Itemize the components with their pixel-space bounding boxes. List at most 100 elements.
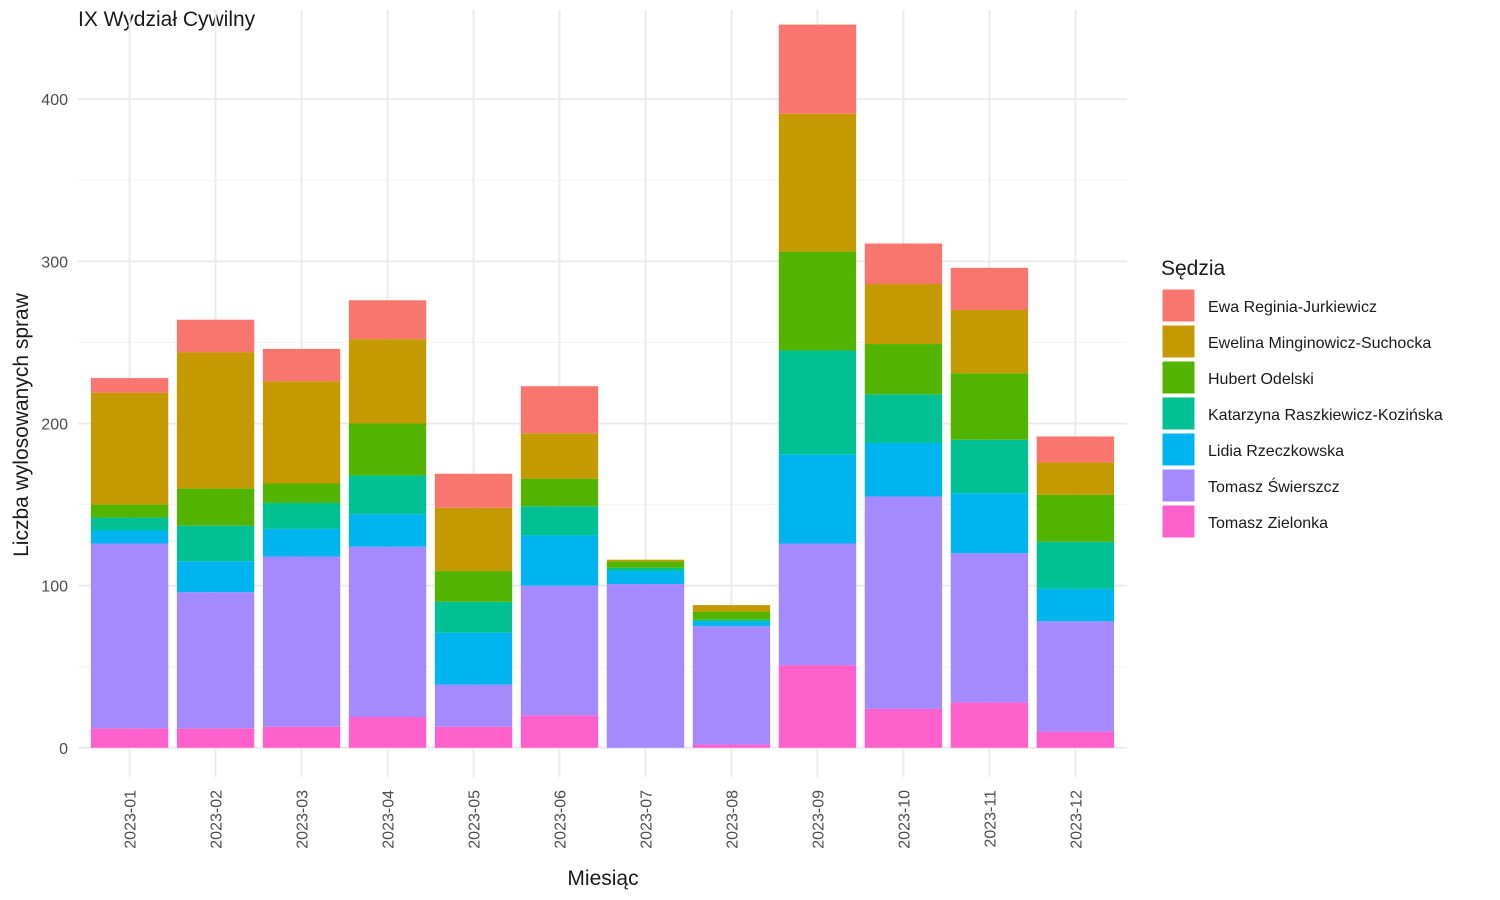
bar-segment-ewelina-minginowicz-suchocka-2023-09 (778, 113, 857, 252)
bar-segment-tomasz-swierszcz-2023-06 (520, 585, 599, 716)
bar-segment-katarzyna-raszkiewicz-kozinska-2023-11 (950, 439, 1029, 494)
bar-segment-hubert-odelski-2023-03 (262, 483, 341, 503)
bar-segment-hubert-odelski-2023-09 (778, 251, 857, 351)
bar-segment-tomasz-swierszcz-2023-05 (434, 684, 513, 727)
bar-segment-ewelina-minginowicz-suchocka-2023-08 (692, 605, 771, 612)
bar-segment-katarzyna-raszkiewicz-kozinska-2023-10 (864, 394, 943, 443)
bar-segment-tomasz-zielonka-2023-11 (950, 702, 1029, 748)
bar-segment-tomasz-zielonka-2023-01 (90, 728, 169, 748)
bar-segment-tomasz-swierszcz-2023-08 (692, 626, 771, 745)
bar-segment-tomasz-zielonka-2023-08 (692, 744, 771, 748)
bar-segment-hubert-odelski-2023-01 (90, 504, 169, 518)
bar-segment-hubert-odelski-2023-08 (692, 611, 771, 620)
bar-segment-katarzyna-raszkiewicz-kozinska-2023-12 (1036, 541, 1115, 589)
bar-segment-lidia-rzeczkowska-2023-03 (262, 528, 341, 557)
bar-segment-katarzyna-raszkiewicz-kozinska-2023-04 (348, 475, 427, 515)
x-tick-label: 2023-05 (467, 790, 484, 849)
x-tick-label: 2023-04 (381, 790, 398, 849)
bar-segment-hubert-odelski-2023-10 (864, 344, 943, 395)
bar-segment-tomasz-zielonka-2023-10 (864, 708, 943, 748)
bar-segment-katarzyna-raszkiewicz-kozinska-2023-05 (434, 601, 513, 633)
bar-segment-lidia-rzeczkowska-2023-10 (864, 442, 943, 497)
y-tick-label: 100 (41, 579, 68, 596)
bar-segment-ewa-reginia-jurkiewicz-2023-11 (950, 267, 1029, 310)
x-tick-label: 2023-06 (553, 790, 570, 849)
legend-label: Tomasz Świerszcz (1208, 477, 1340, 496)
bar-segment-hubert-odelski-2023-11 (950, 373, 1029, 440)
bar-segment-ewelina-minginowicz-suchocka-2023-01 (90, 392, 169, 505)
bar-segment-lidia-rzeczkowska-2023-05 (434, 632, 513, 685)
y-axis-title: Liczba wylosowanych spraw (10, 292, 33, 557)
bar-segment-hubert-odelski-2023-06 (520, 478, 599, 507)
y-axis-ticks: 0 100 200 300 400 (41, 92, 68, 758)
legend-swatch (1161, 432, 1196, 467)
bar-segment-tomasz-zielonka-2023-09 (778, 665, 857, 748)
legend-swatch (1161, 360, 1196, 395)
bar-segment-lidia-rzeczkowska-2023-08 (692, 621, 771, 627)
bar-segment-ewa-reginia-jurkiewicz-2023-04 (348, 300, 427, 340)
bar-segment-tomasz-zielonka-2023-05 (434, 726, 513, 748)
bar-segment-lidia-rzeczkowska-2023-11 (950, 493, 1029, 554)
bar-segment-tomasz-swierszcz-2023-02 (176, 592, 255, 729)
bar-segment-tomasz-swierszcz-2023-11 (950, 553, 1029, 703)
bar-segment-tomasz-zielonka-2023-02 (176, 728, 255, 748)
chart-title: IX Wydział Cywilny (78, 8, 256, 31)
x-tick-label: 2023-08 (724, 790, 741, 849)
y-tick-label: 0 (59, 741, 68, 758)
bar-segment-ewelina-minginowicz-suchocka-2023-02 (176, 352, 255, 489)
bar-segment-lidia-rzeczkowska-2023-12 (1036, 588, 1115, 622)
legend-label: Tomasz Zielonka (1208, 515, 1328, 532)
bar-segment-ewelina-minginowicz-suchocka-2023-06 (520, 433, 599, 479)
x-tick-label: 2023-01 (123, 790, 140, 849)
bar-segment-tomasz-swierszcz-2023-09 (778, 543, 857, 666)
bar-segment-hubert-odelski-2023-04 (348, 423, 427, 476)
bars (90, 24, 1115, 748)
legend-swatch (1161, 504, 1196, 539)
y-tick-label: 400 (41, 92, 68, 109)
bar-segment-ewelina-minginowicz-suchocka-2023-04 (348, 339, 427, 424)
bar-segment-katarzyna-raszkiewicz-kozinska-2023-08 (692, 619, 771, 622)
bar-segment-tomasz-swierszcz-2023-01 (90, 543, 169, 729)
legend-label: Ewa Reginia-Jurkiewicz (1208, 299, 1377, 316)
legend-swatch (1161, 324, 1196, 359)
bar-segment-katarzyna-raszkiewicz-kozinska-2023-02 (176, 525, 255, 562)
legend-items: Ewa Reginia-Jurkiewicz Ewelina Minginowic… (1161, 288, 1443, 539)
bar-segment-ewelina-minginowicz-suchocka-2023-12 (1036, 462, 1115, 495)
bar-segment-tomasz-swierszcz-2023-07 (606, 584, 685, 748)
bar-segment-ewelina-minginowicz-suchocka-2023-11 (950, 309, 1029, 374)
bar-segment-lidia-rzeczkowska-2023-04 (348, 514, 427, 547)
legend-swatch (1161, 288, 1196, 323)
legend-swatch (1161, 396, 1196, 431)
bar-segment-tomasz-swierszcz-2023-12 (1036, 621, 1115, 732)
bar-segment-ewa-reginia-jurkiewicz-2023-09 (778, 24, 857, 114)
bar-segment-tomasz-zielonka-2023-03 (262, 726, 341, 748)
bar-segment-lidia-rzeczkowska-2023-09 (778, 454, 857, 544)
bar-segment-ewelina-minginowicz-suchocka-2023-05 (434, 507, 513, 572)
bar-segment-tomasz-swierszcz-2023-03 (262, 556, 341, 727)
bar-segment-tomasz-zielonka-2023-12 (1036, 731, 1115, 748)
bar-segment-katarzyna-raszkiewicz-kozinska-2023-01 (90, 517, 169, 531)
bar-segment-ewa-reginia-jurkiewicz-2023-01 (90, 378, 169, 393)
bar-segment-tomasz-swierszcz-2023-10 (864, 496, 943, 709)
bar-segment-katarzyna-raszkiewicz-kozinska-2023-09 (778, 350, 857, 455)
bar-segment-tomasz-swierszcz-2023-04 (348, 546, 427, 718)
bar-segment-ewa-reginia-jurkiewicz-2023-10 (864, 243, 943, 285)
bar-segment-katarzyna-raszkiewicz-kozinska-2023-07 (606, 567, 685, 572)
bar-segment-ewelina-minginowicz-suchocka-2023-10 (864, 284, 943, 345)
legend-label: Lidia Rzeczkowska (1208, 443, 1344, 460)
bar-segment-hubert-odelski-2023-05 (434, 571, 513, 602)
bar-segment-lidia-rzeczkowska-2023-02 (176, 561, 255, 593)
bar-segment-ewelina-minginowicz-suchocka-2023-03 (262, 381, 341, 484)
legend-swatch (1161, 468, 1196, 503)
x-tick-label: 2023-12 (1068, 790, 1085, 849)
bar-segment-ewa-reginia-jurkiewicz-2023-05 (434, 473, 513, 508)
x-axis-title: Miesiąc (567, 867, 638, 890)
legend-label: Hubert Odelski (1208, 371, 1314, 388)
bar-segment-ewa-reginia-jurkiewicz-2023-03 (262, 348, 341, 382)
legend: Sędzia Ewa Reginia-Jurkiewicz Ewelina Min… (1161, 257, 1443, 539)
x-tick-label: 2023-02 (209, 790, 226, 849)
bar-segment-lidia-rzeczkowska-2023-07 (606, 571, 685, 585)
x-tick-label: 2023-03 (295, 790, 312, 849)
x-axis-ticks: 2023-01 2023-02 2023-03 2023-04 2023-05 2023-… (123, 790, 1086, 849)
